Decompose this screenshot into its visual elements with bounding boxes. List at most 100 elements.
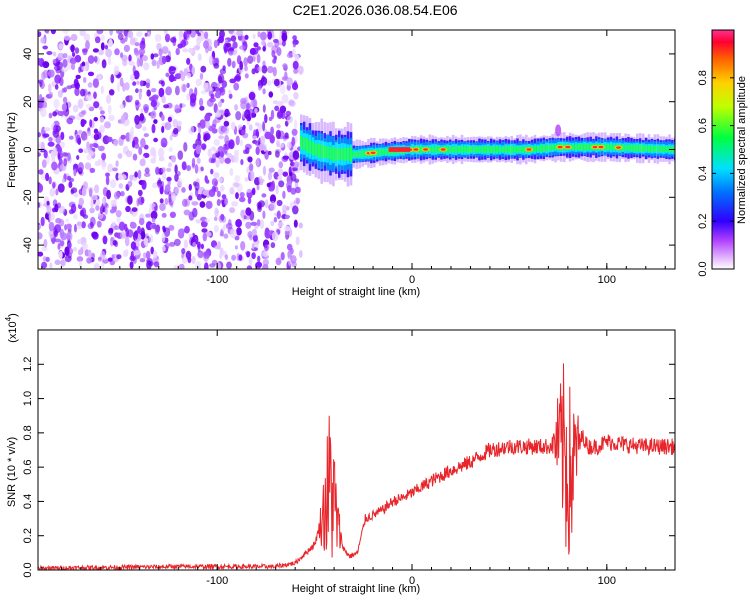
spectrogram-noise-cell — [235, 135, 240, 146]
spectrogram-noise-cell — [48, 212, 55, 221]
spectrogram-noise-cell — [120, 174, 127, 181]
spectrogram-noise-cell — [295, 186, 301, 194]
spectrogram-ridge-cell — [504, 146, 508, 153]
spectrogram-noise-cell — [134, 42, 140, 47]
spectrogram-peak-cell — [565, 145, 571, 149]
spectrogram-noise-cell — [161, 245, 166, 252]
spectrogram-noise-cell — [94, 143, 99, 149]
spectrogram-noise-cell — [181, 248, 186, 255]
spectrogram-noise-cell — [85, 103, 92, 109]
spectrogram-noise-cell — [50, 150, 55, 158]
spectrogram-noise-cell — [226, 152, 233, 159]
spectrogram-noise-cell — [248, 124, 253, 131]
spectrogram-noise-cell — [63, 34, 71, 41]
spectrogram-noise-cell — [273, 216, 278, 223]
spectrogram-noise-cell — [205, 200, 213, 210]
spectrogram-noise-cell — [59, 240, 65, 247]
spectrogram-noise-cell — [60, 131, 65, 141]
spectrogram-noise-cell — [93, 133, 100, 141]
spectrogram-noise-cell — [272, 100, 279, 105]
spectrogram-noise-cell — [93, 128, 99, 134]
spectrogram-noise-cell — [294, 135, 298, 144]
spectrogram-noise-cell — [99, 110, 105, 115]
spectrogram-noise-cell — [112, 239, 117, 246]
snr-y-tick-label: 0.0 — [22, 562, 34, 577]
spectrogram-noise-cell — [108, 38, 113, 48]
spectrogram-noise-cell — [252, 135, 258, 140]
spectrogram-ridge-cell — [489, 146, 493, 153]
spectrogram-noise-cell — [235, 73, 242, 82]
spectrogram-noise-cell — [153, 137, 159, 143]
spectrogram-noise-cell — [53, 124, 58, 135]
spectrogram-noise-cell — [93, 262, 100, 269]
spectrogram-peak-cell — [413, 148, 419, 151]
spectrogram-noise-cell — [125, 150, 133, 158]
spectrogram-ridge-cell — [487, 146, 490, 153]
spectrogram-noise-cell — [191, 201, 199, 206]
spectrogram-noise-cell — [150, 100, 157, 108]
spectrogram-noise-cell — [111, 221, 116, 227]
spectrogram-noise-cell — [277, 109, 284, 118]
spectrogram-noise-cell — [89, 207, 95, 214]
spectrogram-noise-cell — [41, 159, 47, 169]
spectrogram-noise-cell — [38, 232, 43, 240]
spectrogram-noise-cell — [114, 232, 120, 238]
spectrogram-noise-cell — [169, 66, 177, 71]
spectrogram-noise-cell — [153, 261, 160, 268]
spectrogram-noise-cell — [58, 219, 65, 227]
spectrogram-noise-cell — [57, 183, 65, 193]
spectrogram-noise-cell — [219, 232, 224, 237]
spectrogram-noise-cell — [42, 45, 48, 50]
spectrogram-noise-cell — [232, 49, 237, 56]
spectrogram-noise-cell — [241, 129, 246, 136]
spectrogram-noise-cell — [173, 264, 180, 269]
spectrogram-noise-cell — [286, 115, 293, 124]
spectrogram-noise-cell — [48, 136, 53, 142]
spectrogram-noise-cell — [60, 259, 66, 267]
spectrogram-noise-cell — [124, 82, 130, 91]
spectrogram-noise-cell — [164, 197, 169, 206]
spectrogram-ridge-cell — [638, 144, 642, 152]
spectrogram-noise-cell — [209, 263, 216, 268]
spectrogram-noise-cell — [187, 256, 192, 264]
snr-y-tick-label: 0.2 — [22, 528, 34, 543]
spectrogram-noise-cell — [224, 134, 230, 145]
spectrogram-noise-cell — [251, 252, 256, 260]
spectrogram-noise-cell — [123, 44, 130, 53]
spectrogram-noise-cell — [66, 234, 71, 240]
snr-y-scale-prefix: (x10 — [7, 321, 19, 342]
spectrogram-noise-cell — [100, 34, 105, 41]
spectrogram-noise-cell — [131, 207, 138, 213]
spectrogram-noise-cell — [143, 133, 149, 138]
spectrogram-noise-cell — [286, 77, 293, 86]
spectrogram-ridge-cell — [650, 145, 654, 152]
spectrogram-noise-cell — [145, 213, 151, 218]
spectrogram-noise-cell — [113, 191, 121, 200]
spectrogram-noise-cell — [282, 171, 289, 177]
spectrogram-noise-cell — [46, 205, 52, 215]
spectrogram-noise-cell — [75, 82, 80, 90]
spectrogram-noise-cell — [227, 57, 232, 67]
spectrogram-noise-cell — [234, 235, 240, 241]
spectrogram-noise-cell — [228, 139, 235, 150]
spectrogram-noise-cell — [248, 163, 254, 172]
spectrogram-noise-cell — [120, 134, 126, 140]
spectrogram-peak-cell — [526, 148, 532, 151]
spectrogram-peak-cell — [598, 145, 604, 149]
spectrogram-noise-cell — [218, 75, 223, 84]
snr-panel: -100 0 100 0.0 0.2 0.4 0.6 0.8 1.0 1.2 Height of… — [4, 313, 676, 595]
spectrogram-noise-cell — [70, 63, 76, 70]
spectrogram-noise-cell — [215, 159, 220, 168]
spectrogram-y-tick-label: -40 — [22, 237, 34, 253]
spectrogram-noise-cell — [94, 184, 100, 194]
spectrogram-noise-cell — [182, 48, 189, 53]
spectrogram-noise-cell — [226, 261, 232, 269]
spectrogram-noise-cell — [61, 178, 66, 183]
spectrogram-noise-cell — [135, 88, 139, 94]
spectrogram-noise-cell — [240, 241, 246, 251]
spectrogram-noise-cell — [186, 165, 192, 172]
spectrogram-noise-cell — [65, 218, 70, 223]
spectrogram-noise-cell — [108, 114, 115, 122]
spectrogram-ridge-cell — [580, 143, 584, 151]
spectrogram-noise-cell — [113, 225, 120, 230]
